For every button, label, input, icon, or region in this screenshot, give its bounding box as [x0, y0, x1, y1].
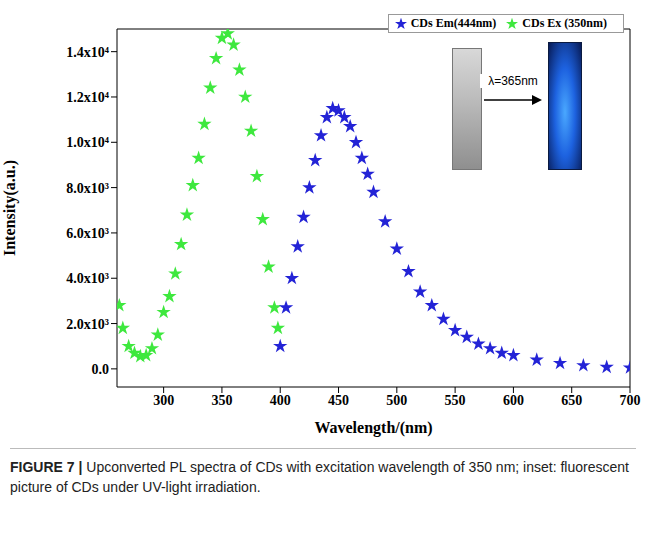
- svg-text:1.2x10⁴: 1.2x10⁴: [66, 90, 110, 105]
- html-text:CDs Em(444nm): CDs Em(444nm): [410, 16, 497, 30]
- svg-text:Wavelength/(nm): Wavelength/(nm): [314, 419, 432, 437]
- svg-text:400: 400: [270, 393, 291, 408]
- svg-text:500: 500: [386, 393, 407, 408]
- svg-text:1.0x10⁴: 1.0x10⁴: [66, 135, 110, 150]
- svg-text:550: 550: [445, 393, 466, 408]
- svg-text:700: 700: [620, 393, 641, 408]
- svg-text:450: 450: [328, 393, 349, 408]
- html-text:FIGURE 7 | Upconverted PL spec: FIGURE 7 | Upconverted PL spectra of CDs…: [10, 459, 629, 495]
- svg-text:4.0x10³: 4.0x10³: [66, 271, 109, 286]
- svg-text:1.4x10⁴: 1.4x10⁴: [66, 45, 110, 60]
- svg-text:350: 350: [211, 393, 232, 408]
- svg-text:2.0x10³: 2.0x10³: [66, 317, 109, 332]
- svg-text:8.0x10³: 8.0x10³: [66, 181, 109, 196]
- svg-text:Intensity(a.u.): Intensity(a.u.): [1, 160, 19, 256]
- svg-text:650: 650: [561, 393, 582, 408]
- html-text:λ=365nm: λ=365nm: [488, 74, 538, 88]
- html-text:CDs Ex (350nm): CDs Ex (350nm): [522, 16, 607, 30]
- svg-text:300: 300: [153, 393, 174, 408]
- svg-text:600: 600: [503, 393, 524, 408]
- svg-text:0.0: 0.0: [92, 362, 110, 377]
- svg-text:6.0x10³: 6.0x10³: [66, 226, 109, 241]
